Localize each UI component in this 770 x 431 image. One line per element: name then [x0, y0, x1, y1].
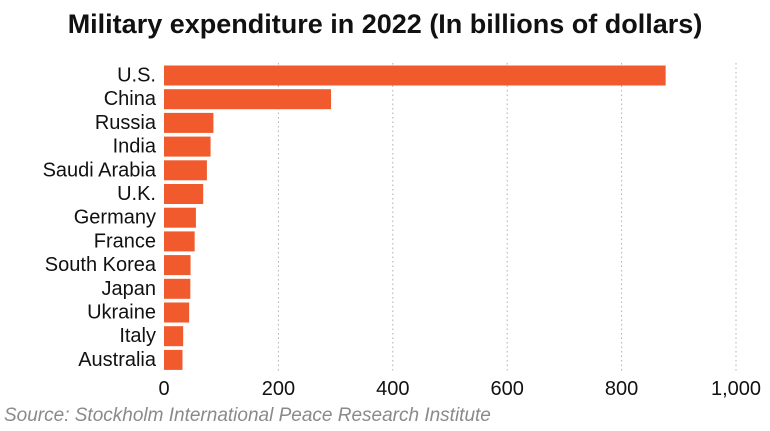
chart-source: Source: Stockholm International Peace Re…: [4, 405, 491, 426]
category-label: India: [113, 136, 157, 158]
category-label: Ukraine: [87, 302, 156, 324]
bar: [164, 136, 211, 157]
x-tick-label: 200: [262, 378, 295, 400]
bar: [164, 349, 183, 370]
category-label: South Korea: [45, 254, 157, 276]
bar: [164, 160, 207, 181]
bar: [164, 231, 195, 252]
category-label: Saudi Arabia: [43, 159, 157, 181]
bar: [164, 278, 191, 299]
bar: [164, 302, 190, 323]
category-label: China: [104, 88, 157, 110]
x-tick-label: 800: [605, 378, 638, 400]
bar: [164, 184, 204, 204]
x-tick-label: 1,000: [711, 378, 761, 400]
category-label: U.K.: [117, 183, 156, 205]
bar: [164, 207, 196, 228]
bar: [164, 65, 666, 86]
category-label: Russia: [95, 112, 157, 134]
bar: [164, 89, 332, 110]
bar: [164, 326, 184, 347]
category-label: Germany: [74, 207, 156, 229]
x-tick-label: 0: [158, 378, 169, 400]
x-tick-label: 600: [491, 378, 524, 400]
bar: [164, 255, 191, 276]
category-label: Japan: [102, 278, 157, 300]
chart-title: Military expenditure in 2022 (In billion…: [67, 9, 703, 39]
x-tick-label: 400: [376, 378, 409, 400]
category-label: Australia: [78, 349, 157, 371]
bar: [164, 112, 214, 133]
category-label: Italy: [119, 325, 156, 347]
category-label: France: [94, 230, 156, 252]
category-label: U.S.: [117, 65, 156, 87]
